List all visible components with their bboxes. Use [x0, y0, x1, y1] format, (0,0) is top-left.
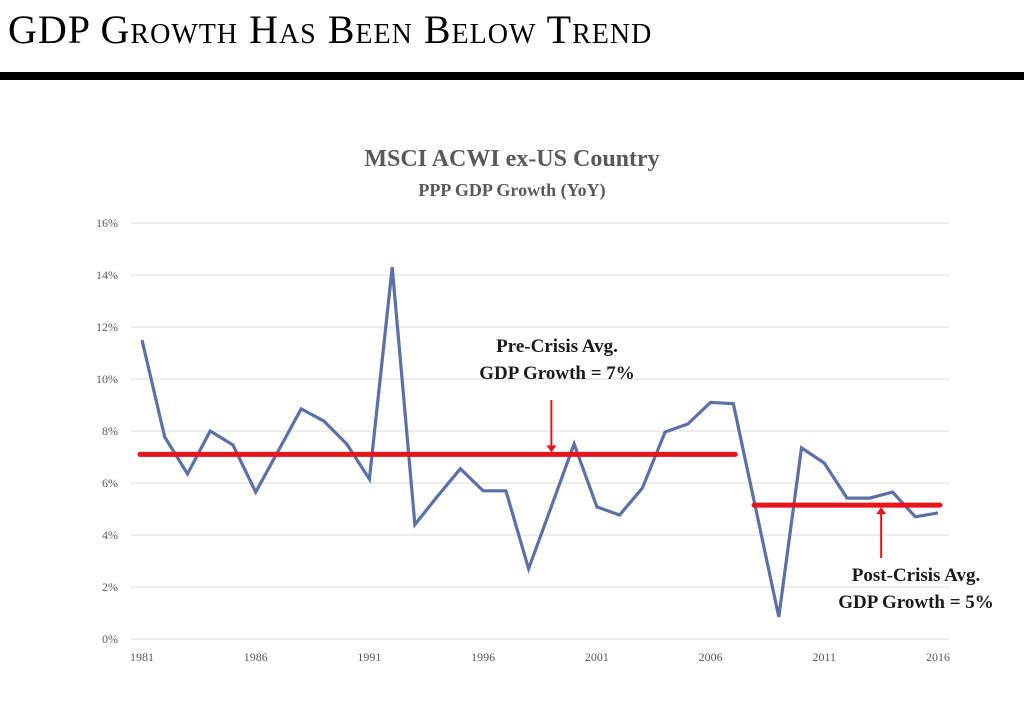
- x-tick-label: 1986: [244, 650, 268, 664]
- chart-title: MSCI ACWI ex-US Country: [364, 146, 660, 172]
- series-line: [140, 267, 939, 618]
- series-group: [140, 267, 939, 618]
- reference-lines: [137, 451, 943, 508]
- gridlines: [130, 222, 950, 640]
- y-tick-label: 0%: [102, 632, 118, 646]
- x-tick-label: 1991: [357, 650, 381, 664]
- y-tick-label: 12%: [96, 320, 118, 334]
- y-tick-label: 16%: [96, 216, 118, 230]
- pre-crisis-label-line1: Pre-Crisis Avg.: [496, 336, 618, 357]
- x-tick-label: 1981: [130, 650, 154, 664]
- pre-crisis-arrow-head: [546, 445, 557, 453]
- x-tick-label: 2016: [926, 650, 950, 664]
- post-crisis-label-line2: GDP Growth = 5%: [838, 592, 994, 613]
- title-divider: [0, 72, 1024, 80]
- annotations: Pre-Crisis Avg. GDP Growth = 7% Post-Crisi…: [479, 336, 994, 613]
- x-tick-label: 2006: [699, 650, 723, 664]
- x-tick-label: 2001: [585, 650, 609, 664]
- y-tick-label: 2%: [102, 580, 118, 594]
- y-tick-label: 8%: [102, 424, 118, 438]
- x-axis: 1981 1986 1991 1996 2001 2006 2011 2016: [130, 650, 950, 664]
- y-tick-label: 6%: [102, 476, 118, 490]
- pre-crisis-label-line2: GDP Growth = 7%: [479, 363, 635, 384]
- post-crisis-label-line1: Post-Crisis Avg.: [852, 565, 980, 586]
- chart-subtitle: PPP GDP Growth (YoY): [418, 180, 606, 200]
- slide-title: GDP Growth Has Been Below Trend: [8, 7, 653, 52]
- y-tick-label: 14%: [96, 268, 118, 282]
- y-tick-label: 4%: [102, 528, 118, 542]
- y-axis: 0% 2% 4% 6% 8% 10% 12% 14% 16%: [96, 216, 118, 646]
- x-tick-label: 2011: [813, 650, 837, 664]
- y-tick-label: 10%: [96, 372, 118, 386]
- post-crisis-arrow-head: [876, 507, 887, 515]
- x-tick-label: 1996: [471, 650, 495, 664]
